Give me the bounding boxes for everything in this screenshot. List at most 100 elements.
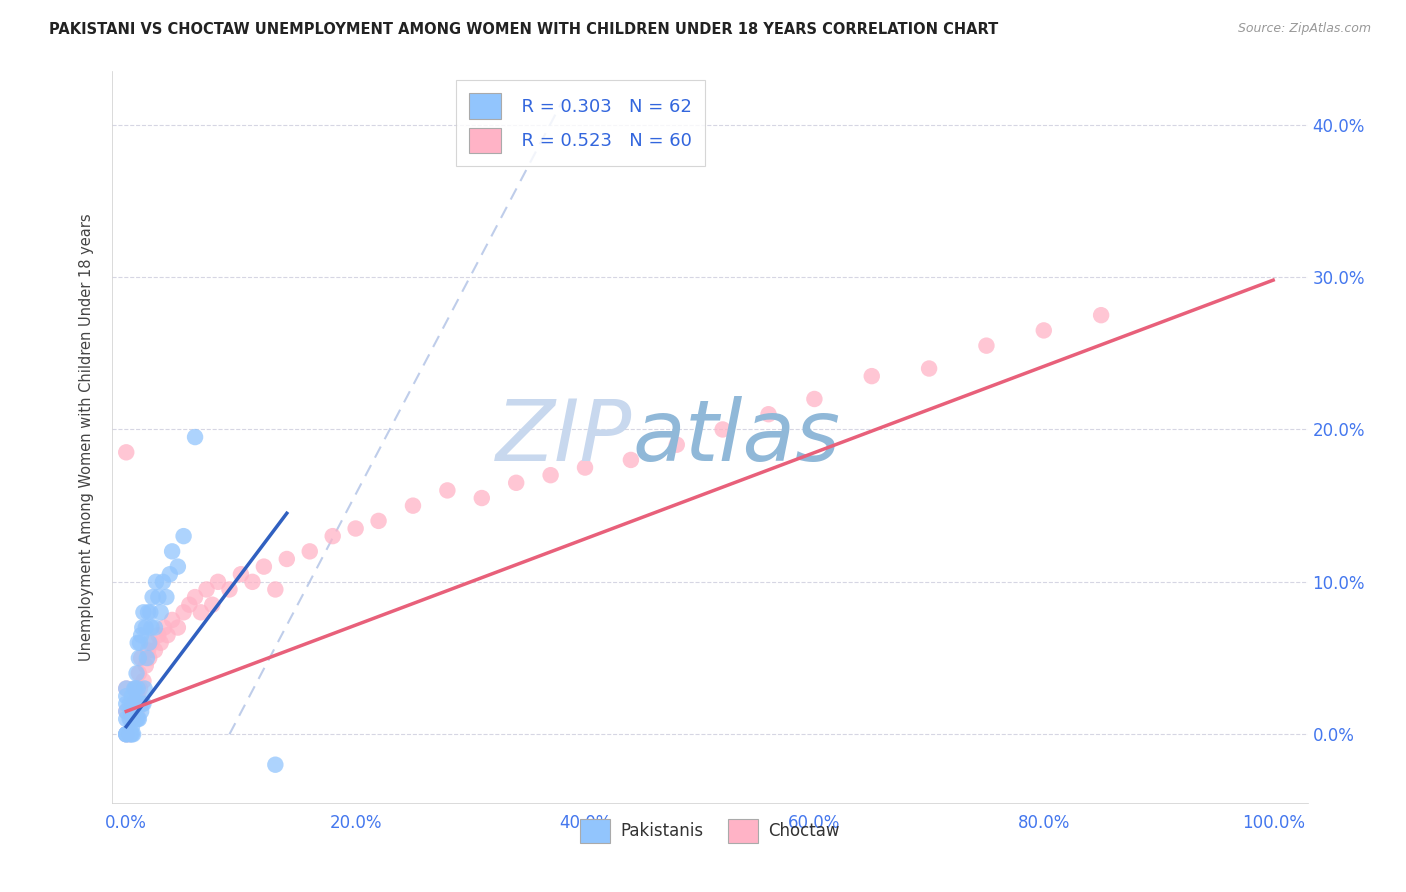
Point [143,621,166,635]
Point [574,460,596,475]
Point [152,574,174,589]
Point [402,499,425,513]
Point [166,621,188,635]
Point [122,697,145,711]
Point [131,697,153,711]
Point [173,605,195,619]
Point [179,598,201,612]
Point [115,705,138,719]
Point [118,697,141,711]
Point [620,453,643,467]
Y-axis label: Unemployment Among Women with Children Under 18 years: Unemployment Among Women with Children U… [79,213,94,661]
Text: ZIP: ZIP [496,395,633,479]
Point [122,697,145,711]
Point [131,621,153,635]
Point [135,621,157,635]
Point [141,636,163,650]
Point [976,338,998,352]
Point [298,544,321,558]
Point [218,582,240,597]
Point [129,651,152,665]
Point [139,605,162,619]
Point [436,483,458,498]
Text: atlas: atlas [633,395,841,479]
Point [207,574,229,589]
Point [540,468,562,483]
Point [184,590,207,604]
Point [115,705,138,719]
Point [129,636,152,650]
Point [120,705,142,719]
Point [122,681,145,696]
Point [134,681,156,696]
Legend: Pakistanis, Choctaw: Pakistanis, Choctaw [574,813,846,849]
Point [143,643,166,657]
Point [153,621,176,635]
Point [129,628,152,642]
Point [505,475,527,490]
Point [115,697,138,711]
Point [149,636,172,650]
Point [115,727,138,741]
Point [121,689,143,703]
Point [115,689,138,703]
Point [148,628,170,642]
Point [128,651,150,665]
Point [120,727,142,741]
Point [128,712,150,726]
Point [129,697,152,711]
Point [121,720,143,734]
Point [124,681,146,696]
Text: Source: ZipAtlas.com: Source: ZipAtlas.com [1237,22,1371,36]
Point [367,514,389,528]
Point [264,757,287,772]
Point [132,605,155,619]
Point [122,727,145,741]
Point [138,651,160,665]
Point [115,712,138,726]
Point [166,559,188,574]
Point [127,712,149,726]
Point [125,712,148,726]
Point [121,727,143,741]
Text: PAKISTANI VS CHOCTAW UNEMPLOYMENT AMONG WOMEN WITH CHILDREN UNDER 18 YEARS CORRE: PAKISTANI VS CHOCTAW UNEMPLOYMENT AMONG … [49,22,998,37]
Point [118,727,141,741]
Point [160,544,183,558]
Point [136,643,159,657]
Point [124,712,146,726]
Point [121,705,143,719]
Point [132,697,155,711]
Point [115,681,138,696]
Point [128,666,150,681]
Point [918,361,941,376]
Point [129,681,152,696]
Point [665,438,688,452]
Point [142,590,165,604]
Point [115,727,138,741]
Point [138,636,160,650]
Point [322,529,344,543]
Point [1090,308,1112,322]
Point [124,697,146,711]
Point [127,636,149,650]
Point [115,445,138,459]
Point [115,681,138,696]
Point [122,712,145,726]
Point [135,651,157,665]
Point [242,574,264,589]
Point [264,582,287,597]
Point [121,697,143,711]
Point [148,590,170,604]
Point [118,712,141,726]
Point [1032,323,1054,337]
Point [118,727,141,741]
Point [122,712,145,726]
Point [115,727,138,741]
Point [344,521,367,535]
Point [160,613,183,627]
Point [141,621,163,635]
Point [803,392,825,406]
Point [159,567,181,582]
Point [201,598,224,612]
Point [125,666,148,681]
